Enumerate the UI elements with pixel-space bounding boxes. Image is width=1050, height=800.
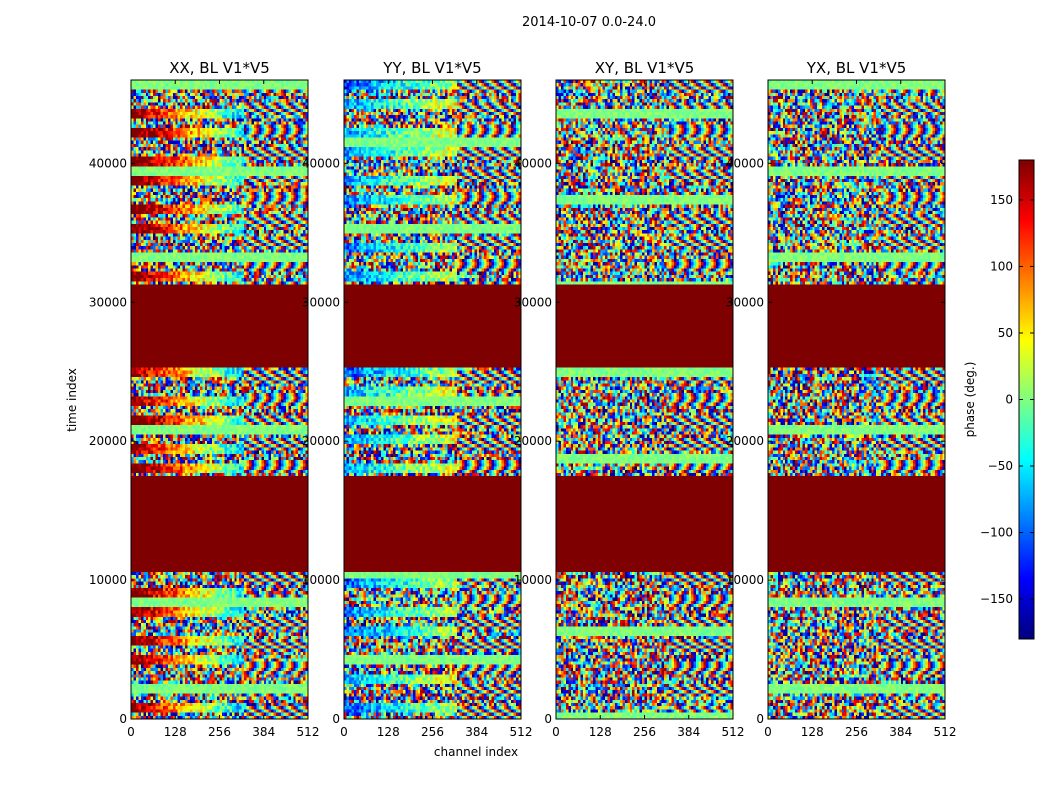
x-tick-label: 384 <box>677 725 700 739</box>
x-tick-label: 128 <box>377 725 400 739</box>
heatmap-image <box>344 80 521 719</box>
x-tick-label: 512 <box>297 725 320 739</box>
panels: XX, BL V1*V5 0 128 256 384 512 0 10000 20000 3000… <box>89 59 957 739</box>
x-tick-label: 0 <box>340 725 348 739</box>
panel-3: XY, BL V1*V5 0 128 256 384 512 0 10000 20000 3000… <box>514 59 745 739</box>
y-tick-label: 30000 <box>302 295 340 309</box>
colorbar-tick-label: −50 <box>988 459 1013 473</box>
x-tick-label: 128 <box>164 725 187 739</box>
heatmap-image <box>131 80 308 719</box>
colorbar-tick-label: −100 <box>980 526 1013 540</box>
x-tick-label: 256 <box>421 725 444 739</box>
y-tick-label: 20000 <box>726 434 764 448</box>
y-tick-label: 40000 <box>302 156 340 170</box>
x-tick-label: 0 <box>764 725 772 739</box>
heatmap-image <box>768 80 945 719</box>
x-tick-label: 384 <box>465 725 488 739</box>
colorbar-label: phase (deg.) <box>963 362 977 438</box>
y-tick-label: 0 <box>332 712 340 726</box>
x-tick-label: 256 <box>845 725 868 739</box>
panel-title: XY, BL V1*V5 <box>595 59 695 77</box>
x-tick-label: 128 <box>801 725 824 739</box>
y-tick-label: 40000 <box>89 156 127 170</box>
colorbar-tick-label: 150 <box>990 193 1013 207</box>
panel-2: YY, BL V1*V5 0 128 256 384 512 0 10000 20000 3000… <box>302 59 533 739</box>
heatmap-image <box>556 80 733 719</box>
x-tick-label: 384 <box>889 725 912 739</box>
y-tick-label: 0 <box>544 712 552 726</box>
colorbar: −150 −100 −50 0 50 100 150 phase (deg.) <box>963 159 1035 640</box>
y-tick-label: 10000 <box>514 573 552 587</box>
colorbar-gradient <box>1019 160 1034 639</box>
x-tick-label: 0 <box>552 725 560 739</box>
y-tick-label: 20000 <box>514 434 552 448</box>
y-tick-label: 30000 <box>514 295 552 309</box>
y-tick-label: 10000 <box>89 573 127 587</box>
x-tick-label: 128 <box>589 725 612 739</box>
x-tick-label: 512 <box>510 725 533 739</box>
y-tick-label: 40000 <box>514 156 552 170</box>
colorbar-tick-label: 100 <box>990 259 1013 273</box>
y-tick-label: 0 <box>119 712 127 726</box>
panel-title: XX, BL V1*V5 <box>169 59 270 77</box>
x-tick-label: 384 <box>252 725 275 739</box>
y-axis-label-group: time index <box>65 368 79 432</box>
y-tick-label: 30000 <box>726 295 764 309</box>
panel-title: YY, BL V1*V5 <box>382 59 481 77</box>
y-tick-label: 20000 <box>89 434 127 448</box>
y-tick-label: 40000 <box>726 156 764 170</box>
x-axis-label-group: channel index <box>434 745 518 759</box>
y-axis-label: time index <box>65 368 79 432</box>
x-tick-label: 0 <box>127 725 135 739</box>
x-axis-label: channel index <box>434 745 518 759</box>
y-tick-label: 10000 <box>302 573 340 587</box>
panel-title: YX, BL V1*V5 <box>806 59 907 77</box>
colorbar-tick-label: 0 <box>1005 393 1013 407</box>
figure-suptitle: 2014-10-07 0.0-24.0 <box>522 15 656 30</box>
panel-1: XX, BL V1*V5 0 128 256 384 512 0 10000 20000 3000… <box>89 59 320 739</box>
y-tick-label: 0 <box>756 712 764 726</box>
x-tick-label: 512 <box>722 725 745 739</box>
x-tick-label: 256 <box>208 725 231 739</box>
panel-4: YX, BL V1*V5 0 128 256 384 512 0 10000 20000 3000… <box>726 59 957 739</box>
y-tick-label: 30000 <box>89 295 127 309</box>
y-tick-label: 10000 <box>726 573 764 587</box>
colorbar-tick-label: −150 <box>980 592 1013 606</box>
colorbar-tick-label: 50 <box>998 326 1013 340</box>
x-tick-label: 512 <box>934 725 957 739</box>
x-tick-label: 256 <box>633 725 656 739</box>
y-tick-label: 20000 <box>302 434 340 448</box>
